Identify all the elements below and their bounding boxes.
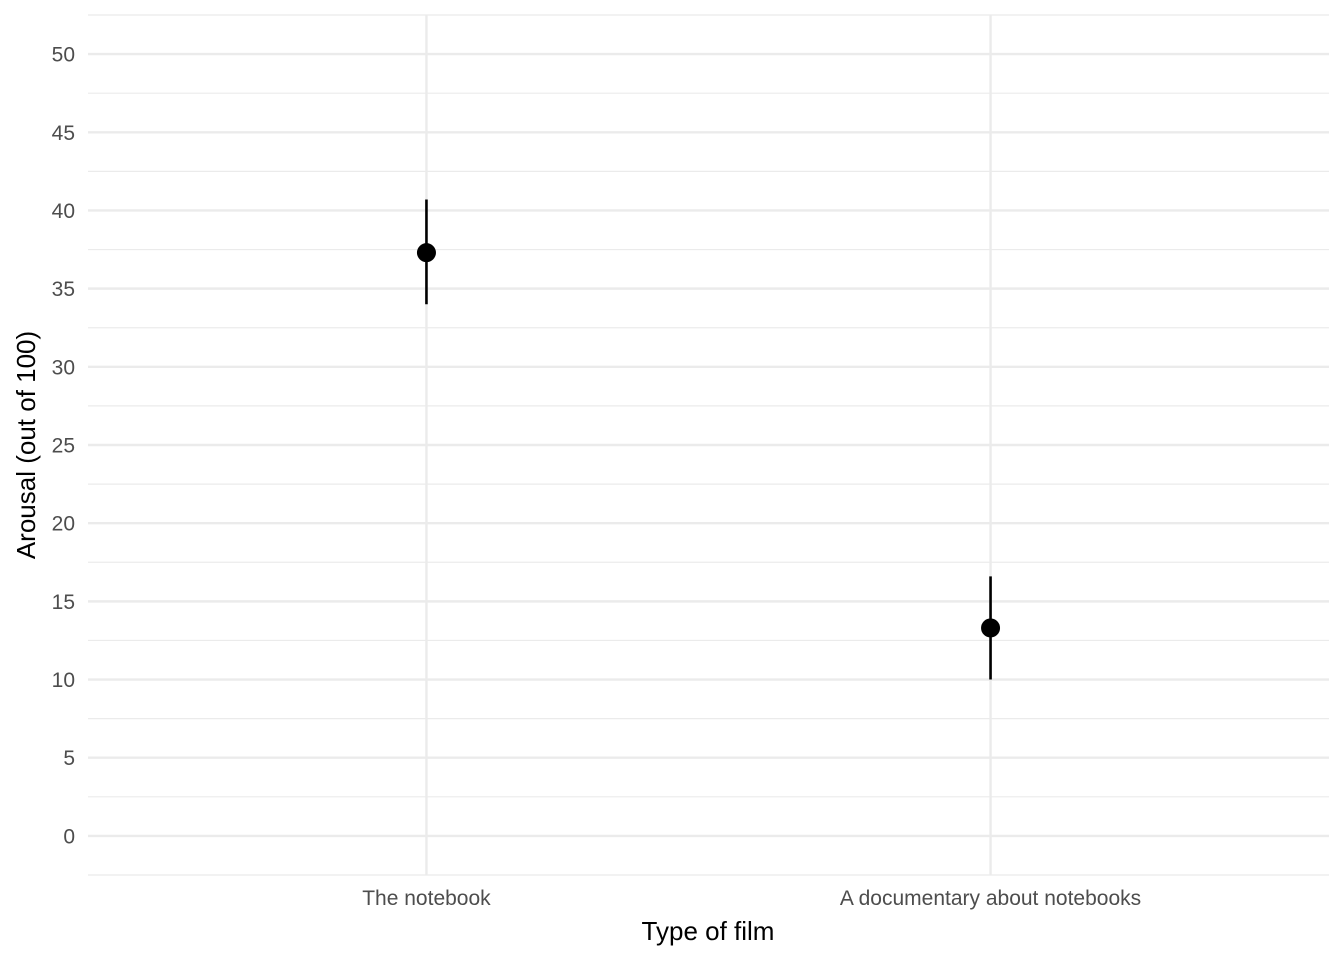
error-bars	[425, 199, 992, 680]
y-tick-label: 50	[52, 44, 75, 67]
minor-gridlines	[88, 14, 1329, 876]
data-point	[416, 243, 436, 263]
y-tick-labels: 0 5 10 15 20 25 30 35 40 45 50	[52, 44, 75, 849]
y-tick-label: 40	[52, 200, 75, 223]
y-tick-label: 20	[52, 513, 75, 536]
x-tick-label: A documentary about notebooks	[840, 887, 1141, 910]
y-tick-label: 45	[52, 122, 75, 145]
y-tick-label: 0	[63, 825, 75, 848]
x-axis-title: Type of film	[642, 916, 775, 946]
data-point	[981, 618, 1001, 638]
data-points	[416, 243, 1001, 638]
y-tick-label: 25	[52, 435, 75, 458]
y-tick-label: 10	[52, 669, 75, 692]
y-axis-title: Arousal (out of 100)	[11, 331, 41, 559]
x-tick-labels: The notebook A documentary about notebook…	[362, 887, 1141, 910]
y-tick-label: 5	[63, 747, 75, 770]
x-tick-label: The notebook	[362, 887, 491, 910]
y-tick-label: 35	[52, 278, 75, 301]
y-tick-label: 15	[52, 591, 75, 614]
y-tick-label: 30	[52, 356, 75, 379]
major-gridlines	[88, 15, 1329, 875]
